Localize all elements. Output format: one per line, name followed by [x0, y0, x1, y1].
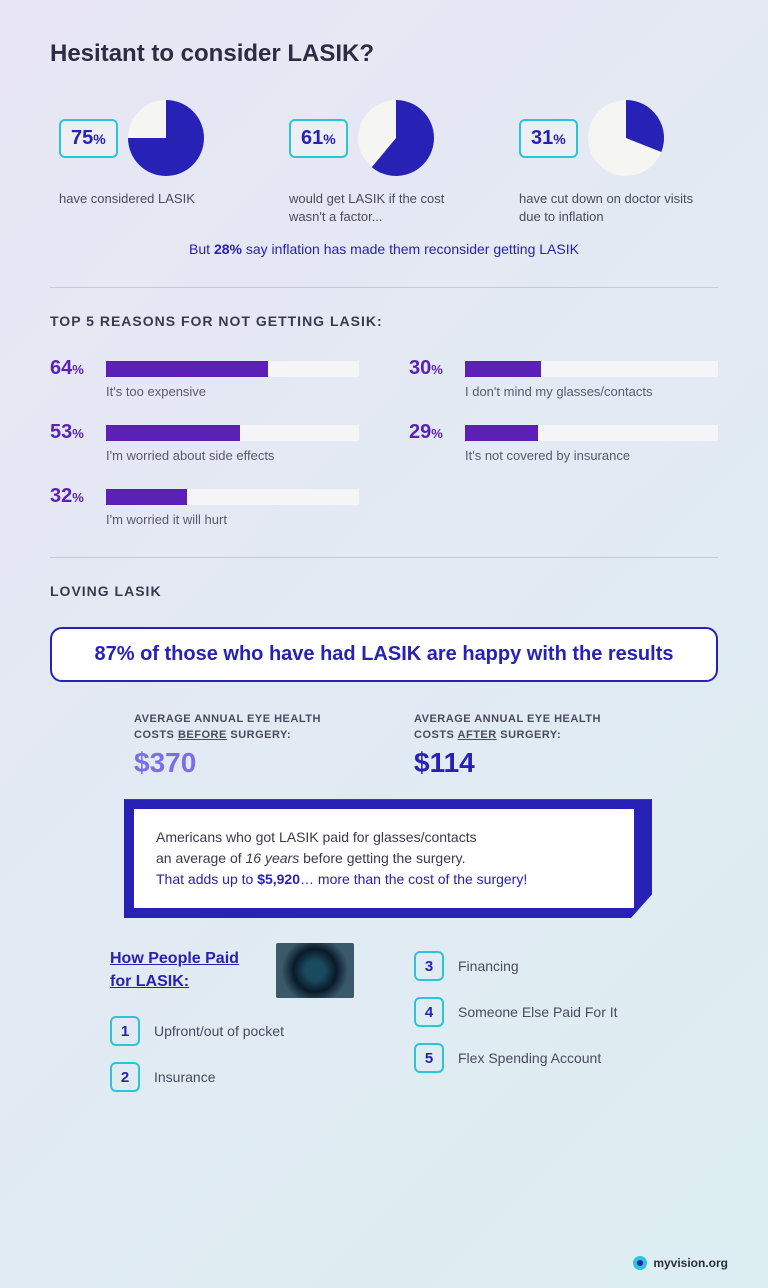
divider [50, 287, 718, 288]
bar-label: I'm worried it will hurt [106, 512, 359, 527]
bar-percent: 32% [50, 485, 96, 508]
inflation-note: But 28% say inflation has made them reco… [50, 241, 718, 257]
paid-item-4: 4 Someone Else Paid For It [414, 997, 658, 1027]
cost-after-value: $114 [414, 747, 634, 779]
paid-label: Upfront/out of pocket [154, 1023, 284, 1039]
reason-bar-3: 29% It's not covered by insurance [409, 421, 718, 463]
paid-number: 5 [414, 1043, 444, 1073]
reason-bar-0: 64% It's too expensive [50, 357, 359, 399]
paid-label: Someone Else Paid For It [458, 1004, 618, 1020]
pie-caption: have considered LASIK [59, 190, 195, 208]
paid-number: 1 [110, 1016, 140, 1046]
bar-track [106, 425, 359, 441]
bar-percent: 30% [409, 357, 455, 380]
bar-label: I'm worried about side effects [106, 448, 359, 463]
paid-label: Flex Spending Account [458, 1050, 601, 1066]
pie-charts-row: 75% have considered LASIK 61% would get … [50, 98, 718, 226]
reason-bar-4: 32% I'm worried it will hurt [50, 485, 359, 527]
bar-label: It's too expensive [106, 384, 359, 399]
paid-number: 3 [414, 951, 444, 981]
loving-title: LOVING LASIK [50, 583, 718, 599]
bar-label: I don't mind my glasses/contacts [465, 384, 718, 399]
cost-before: AVERAGE ANNUAL EYE HEALTH COSTS BEFORE S… [134, 712, 354, 779]
paid-section: How People Paid for LASIK: 1 Upfront/out… [50, 943, 718, 1108]
footer-brand: myvision.org [633, 1256, 728, 1270]
cost-after: AVERAGE ANNUAL EYE HEALTH COSTS AFTER SU… [414, 712, 634, 779]
costs-row: AVERAGE ANNUAL EYE HEALTH COSTS BEFORE S… [50, 712, 718, 779]
paid-title: How People Paid for LASIK: [110, 948, 262, 993]
page-title: Hesitant to consider LASIK? [50, 40, 718, 68]
paid-item-5: 5 Flex Spending Account [414, 1043, 658, 1073]
reasons-bars: 64% It's too expensive 30% I don't mind … [50, 357, 718, 527]
pie-item-0: 75% have considered LASIK [59, 98, 249, 226]
pie-badge: 75% [59, 119, 118, 158]
pie-badge: 61% [289, 119, 348, 158]
paid-item-3: 3 Financing [414, 951, 658, 981]
pie-badge: 31% [519, 119, 578, 158]
bar-label: It's not covered by insurance [465, 448, 718, 463]
paid-label: Insurance [154, 1069, 215, 1085]
bar-track [106, 361, 359, 377]
happy-banner: 87% of those who have had LASIK are happ… [50, 627, 718, 682]
bar-percent: 53% [50, 421, 96, 444]
pie-caption: would get LASIK if the cost wasn't a fac… [289, 190, 479, 226]
paid-number: 2 [110, 1062, 140, 1092]
reasons-title: TOP 5 REASONS FOR NOT GETTING LASIK: [50, 313, 718, 329]
bar-percent: 64% [50, 357, 96, 380]
pie-item-1: 61% would get LASIK if the cost wasn't a… [289, 98, 479, 226]
bar-track [465, 425, 718, 441]
pie-caption: have cut down on doctor visits due to in… [519, 190, 709, 226]
reason-bar-1: 30% I don't mind my glasses/contacts [409, 357, 718, 399]
paid-item-1: 1 Upfront/out of pocket [110, 1016, 354, 1046]
bar-track [106, 489, 359, 505]
paid-item-2: 2 Insurance [110, 1062, 354, 1092]
bar-percent: 29% [409, 421, 455, 444]
reason-bar-2: 53% I'm worried about side effects [50, 421, 359, 463]
quote-box: Americans who got LASIK paid for glasses… [134, 809, 634, 908]
pie-item-2: 31% have cut down on doctor visits due t… [519, 98, 709, 226]
cost-before-value: $370 [134, 747, 354, 779]
brand-icon [633, 1256, 647, 1270]
paid-number: 4 [414, 997, 444, 1027]
bar-track [465, 361, 718, 377]
eye-image [276, 943, 354, 998]
divider [50, 557, 718, 558]
paid-label: Financing [458, 958, 519, 974]
